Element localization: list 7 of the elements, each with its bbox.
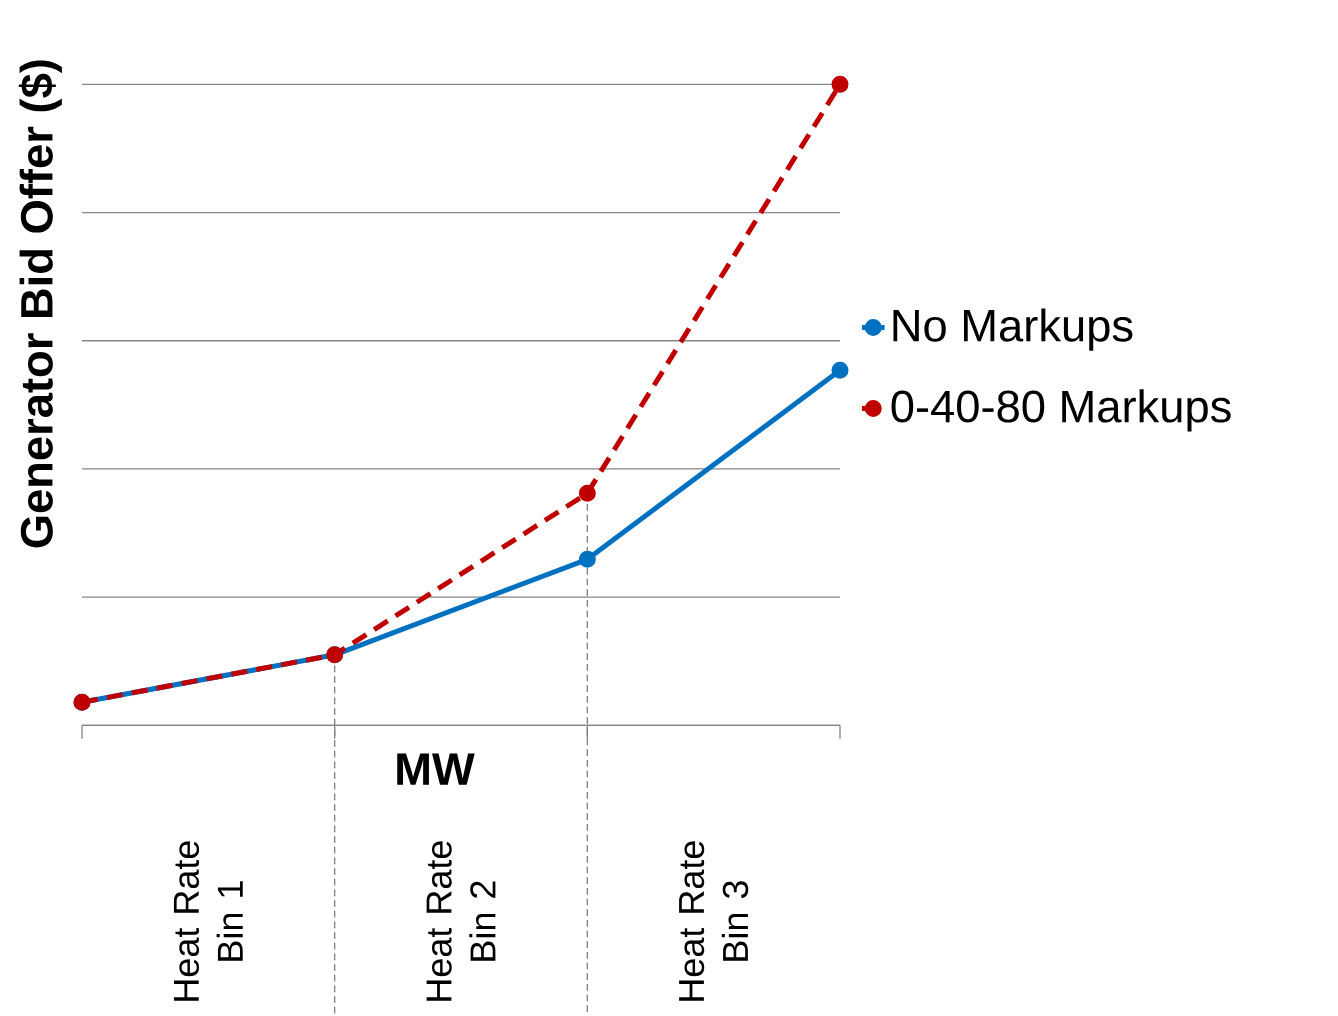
legend-label: 0-40-80 Markups bbox=[891, 389, 1231, 432]
text: Heat Rate Bin 1 bbox=[173, 841, 243, 1001]
y-axis-title: Generator Bid Offer ($) bbox=[18, 60, 62, 548]
text: Heat Rate Bin 2 bbox=[426, 841, 496, 1001]
legend-label: No Markups bbox=[893, 308, 1133, 351]
x-axis-title: MW bbox=[397, 753, 475, 785]
text: Heat Rate Bin 3 bbox=[679, 841, 749, 1001]
